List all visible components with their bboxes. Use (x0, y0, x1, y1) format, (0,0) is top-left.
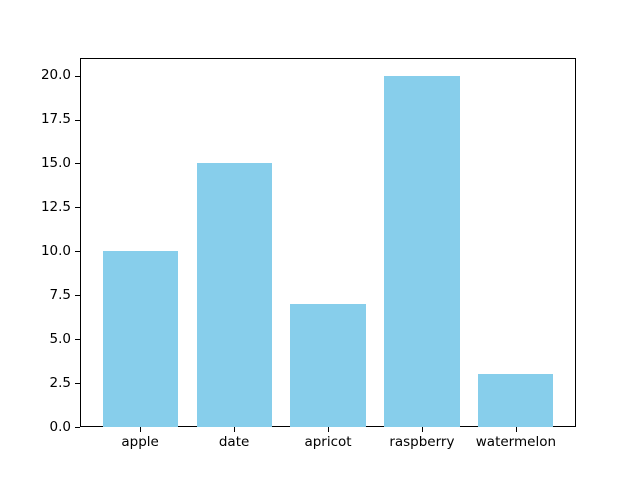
x-tick-mark (140, 427, 142, 432)
bar-raspberry (384, 75, 460, 427)
x-tick-mark (515, 427, 517, 432)
x-tick-label: apple (121, 434, 159, 450)
y-tick-mark (75, 251, 80, 253)
y-tick-mark (75, 427, 80, 428)
y-tick-mark (75, 339, 80, 341)
bar-apricot (290, 304, 366, 427)
y-tick-label: 15.0 (40, 154, 71, 171)
x-tick-label: date (218, 434, 250, 450)
y-tick-label: 17.5 (40, 111, 71, 127)
y-tick-label: 7.5 (49, 286, 71, 303)
x-tick-label: apricot (304, 434, 352, 450)
y-tick-label: 12.5 (40, 198, 71, 215)
x-tick-mark (234, 427, 236, 432)
y-tick-mark (75, 119, 80, 121)
x-tick-label: watermelon (475, 434, 557, 450)
y-tick-mark (75, 383, 80, 385)
y-tick-mark (75, 295, 80, 297)
y-tick-mark (75, 75, 80, 77)
y-tick-label: 10.0 (40, 242, 71, 259)
y-tick-label: 0.0 (49, 418, 71, 435)
y-tick-label: 5.0 (49, 330, 71, 347)
bar-watermelon (478, 374, 554, 427)
x-tick-mark (328, 427, 329, 432)
y-tick-mark (75, 163, 80, 165)
bar-apple (102, 251, 178, 427)
y-tick-mark (75, 207, 80, 209)
y-tick-label: 20.0 (40, 67, 71, 84)
x-tick-mark (421, 427, 423, 432)
bar-date (196, 163, 272, 427)
x-tick-label: raspberry (389, 434, 455, 450)
y-tick-label: 2.5 (49, 374, 71, 391)
